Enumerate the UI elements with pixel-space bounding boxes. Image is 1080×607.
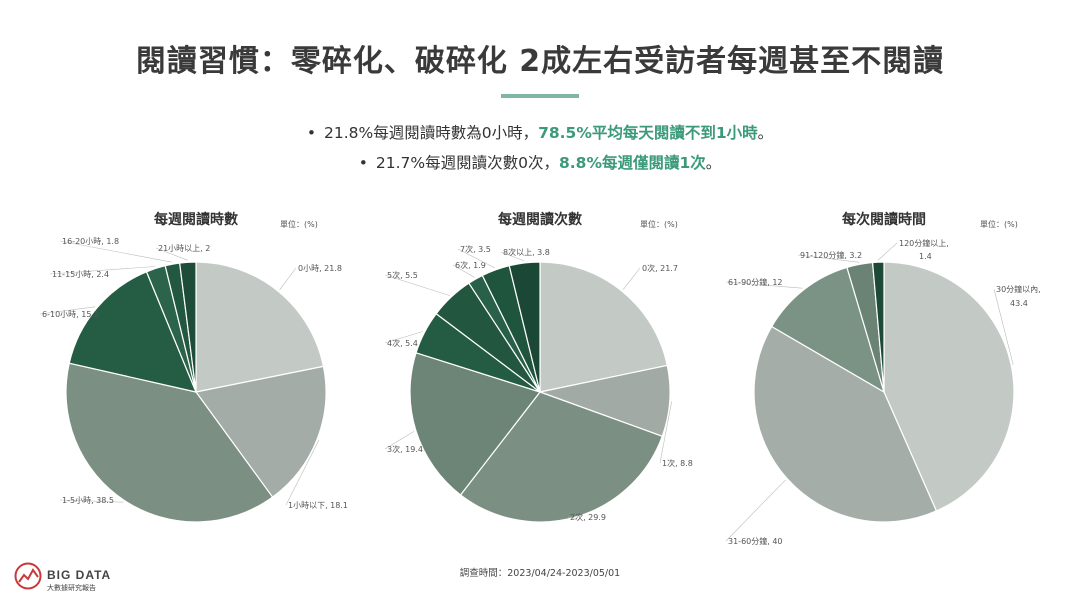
leader-line [384, 431, 415, 450]
unit-label: 單位：(%) [640, 219, 678, 229]
slice-label: 5次, 5.5 [387, 270, 418, 280]
survey-date: 調查時間：2023/04/24-2023/05/01 [459, 568, 621, 579]
leader-line [384, 331, 423, 344]
leader-line [59, 240, 173, 263]
slice-label: 1小時以下, 18.1 [288, 501, 348, 510]
leader-line [457, 248, 496, 269]
pie-chart-3: 每次閱讀時間 單位：(%) 30分鐘以內, 43.4 31-60分鐘, 40 61-90分… [725, 211, 1041, 546]
leader-line [39, 306, 96, 315]
leader-line [452, 264, 475, 278]
slice-label: 1-5小時, 38.5 [62, 496, 114, 505]
title-underline [501, 94, 579, 98]
pie-slice [194, 365, 327, 498]
pie-slice [459, 391, 663, 523]
slice-label: 91-120分鐘, 3.2 [800, 250, 862, 260]
leader-line [659, 401, 672, 464]
leader-line [155, 247, 188, 261]
leader-line [384, 274, 450, 296]
bullet-end: 。 [757, 124, 774, 142]
pie-slice [508, 261, 541, 393]
bullet-2: • 21.7%每週閱讀次數0次，8.8%每週僅閱讀1次。 [0, 148, 1080, 178]
pie-slice [68, 270, 197, 393]
pie-slice [178, 261, 197, 393]
pie-slice [871, 261, 885, 393]
bullet-text: 21.8%每週閱讀時數為0小時， [323, 124, 539, 142]
slice-label: 0小時, 21.8 [298, 264, 342, 273]
leader-line [500, 251, 525, 262]
leader-line [285, 439, 320, 506]
bullet-1: • 21.8%每週閱讀時數為0小時，78.5%平均每天閱讀不到1小時。 [0, 118, 1080, 148]
logo-main-text: BIG DATA [47, 568, 112, 582]
leader-line [279, 267, 297, 291]
logo-icon [14, 562, 42, 590]
pie-chart-1: 每週閱讀時數 單位：(%) 0小時, 21.8 1小時以下, 18.1 1-5小時, 3… [39, 211, 348, 523]
pie-slice [539, 261, 668, 393]
pie-slice [753, 325, 938, 523]
slice-label: 7次, 3.5 [460, 244, 491, 254]
slice-label: 30分鐘以內, 43.4 [996, 284, 1041, 308]
bullet-highlight: 8.8%每週僅閱讀1次 [558, 154, 706, 172]
slice-label: 2次, 29.9 [570, 512, 606, 522]
slice-label: 11-15小時, 2.4 [52, 270, 109, 279]
leader-line [49, 266, 156, 275]
leader-line [797, 254, 860, 263]
page-title: 閱讀習慣：零碎化、破碎化 2成左右受訪者每週甚至不閱讀 [135, 44, 945, 79]
chart-title: 每週閱讀時數 [154, 211, 238, 228]
slice-label: 6次, 1.9 [455, 260, 486, 270]
leader-line [993, 288, 1014, 365]
big-data-logo: BIG DATA 大數據研究報告 [14, 561, 124, 597]
slice-label: 4次, 5.4 [387, 338, 418, 348]
leader-line [725, 281, 803, 289]
bullet-highlight: 78.5%平均每天閱讀不到1小時 [538, 124, 758, 142]
slice-label: 16-20小時, 1.8 [62, 237, 119, 246]
pie-slice [195, 261, 325, 393]
pie-slice [65, 362, 274, 523]
pie-chart-2: 每週閱讀次數 單位：(%) 0次, 21.7 1次, 8.8 2次, 29.9 3次, 1… [384, 211, 693, 523]
slice-label: 31-60分鐘, 40 [728, 536, 783, 546]
bullet-dot: • [358, 154, 368, 172]
bullet-dot: • [306, 124, 316, 142]
slice-label: 3次, 19.4 [387, 444, 423, 454]
bullet-end: 。 [705, 154, 722, 172]
pie-slice [409, 352, 541, 496]
leader-line [725, 479, 786, 542]
slice-label: 61-90分鐘, 12 [728, 277, 783, 287]
slice-label: 0次, 21.7 [642, 263, 678, 273]
pie-slice [883, 261, 1015, 512]
chart-title: 每週閱讀次數 [498, 211, 582, 228]
slice-label: 1次, 8.8 [662, 458, 693, 468]
slice-label: 6-10小時, 15.2 [42, 310, 99, 319]
chart-title: 每次閱讀時間 [842, 211, 926, 228]
leader-line [59, 499, 124, 503]
charts-area: 每週閱讀時數 單位：(%) 0小時, 21.8 1小時以下, 18.1 1-5小時, 3… [39, 211, 1041, 546]
unit-label: 單位：(%) [280, 219, 318, 229]
slice-label: 21小時以上, 2 [158, 244, 210, 253]
leader-line [877, 242, 898, 261]
logo-sub-text: 大數據研究報告 [47, 584, 96, 592]
slice-label: 120分鐘以上, 1.4 [899, 238, 949, 261]
unit-label: 單位：(%) [980, 219, 1018, 229]
leader-line [567, 516, 577, 519]
bullet-text: 21.7%每週閱讀次數0次， [375, 154, 559, 172]
leader-line [622, 267, 641, 290]
summary-bullets: • 21.8%每週閱讀時數為0小時，78.5%平均每天閱讀不到1小時。 • 21.7… [0, 118, 1080, 178]
slice-label: 8次以上, 3.8 [503, 247, 550, 257]
